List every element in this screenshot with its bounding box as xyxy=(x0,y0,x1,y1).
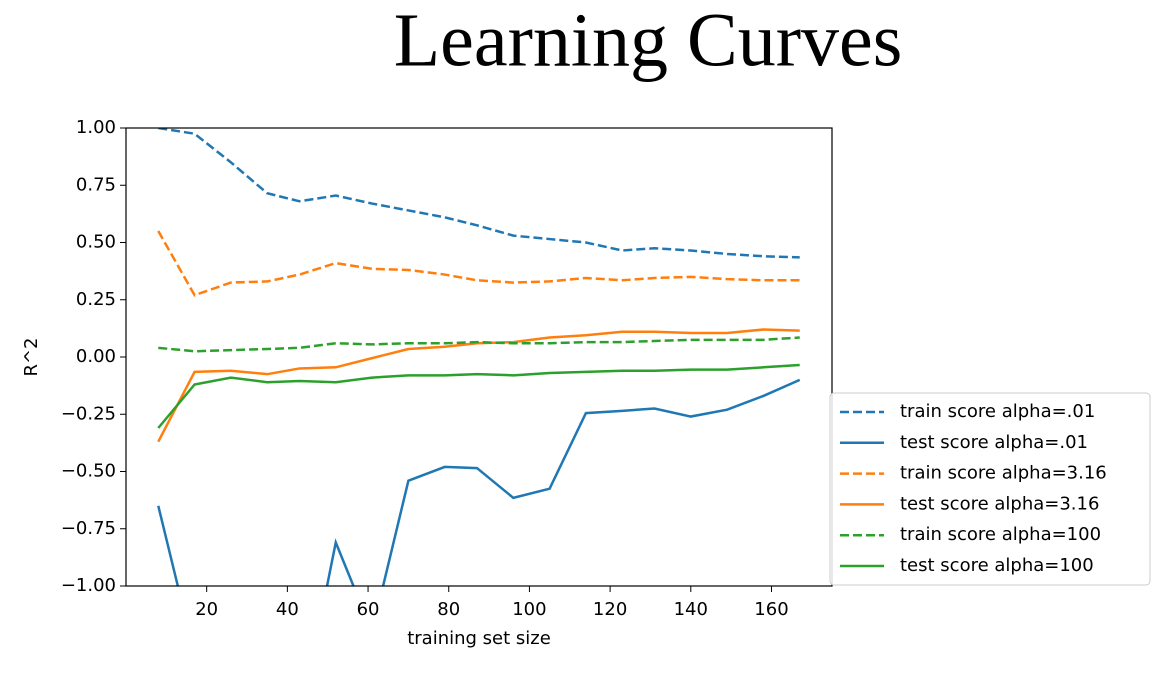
y-tick-label: 0.75 xyxy=(76,174,116,195)
y-tick-label: −0.25 xyxy=(61,403,116,424)
series-line xyxy=(157,378,801,586)
legend-label[interactable]: test score alpha=100 xyxy=(900,555,1094,576)
chart-title: Learning Curves xyxy=(394,0,903,82)
y-tick-label: 0.25 xyxy=(76,289,116,310)
x-tick-label: 160 xyxy=(754,599,788,620)
legend-label[interactable]: test score alpha=3.16 xyxy=(900,493,1099,514)
series-line xyxy=(157,363,800,429)
y-tick-label: 1.00 xyxy=(76,117,116,138)
legend-label[interactable]: train score alpha=.01 xyxy=(900,401,1095,422)
series-line xyxy=(157,230,800,297)
y-tick-label: −0.50 xyxy=(61,461,116,482)
legend-box[interactable] xyxy=(829,392,1151,586)
y-tick-label: −0.75 xyxy=(61,518,116,539)
y-tick-label: −1.00 xyxy=(61,575,116,596)
legend-label[interactable]: train score alpha=100 xyxy=(900,524,1101,545)
x-tick-label: 80 xyxy=(437,599,460,620)
series-line xyxy=(158,336,800,353)
axes-frame xyxy=(125,127,833,587)
legend-label[interactable]: test score alpha=.01 xyxy=(900,432,1088,453)
x-tick-label: 40 xyxy=(276,599,299,620)
x-tick-label: 140 xyxy=(674,599,708,620)
y-tick-label: 0.50 xyxy=(76,232,116,253)
plot-area xyxy=(157,128,801,586)
x-tick-label: 100 xyxy=(512,599,546,620)
x-tick-label: 20 xyxy=(195,599,218,620)
y-axis-label: R^2 xyxy=(21,337,42,376)
series-line xyxy=(157,328,800,443)
series-line xyxy=(158,128,800,259)
y-tick-label: 0.00 xyxy=(76,346,116,367)
x-axis-label: training set size xyxy=(407,628,551,649)
x-tick-label: 60 xyxy=(357,599,380,620)
legend-label[interactable]: train score alpha=3.16 xyxy=(900,463,1107,484)
x-tick-label: 120 xyxy=(593,599,627,620)
